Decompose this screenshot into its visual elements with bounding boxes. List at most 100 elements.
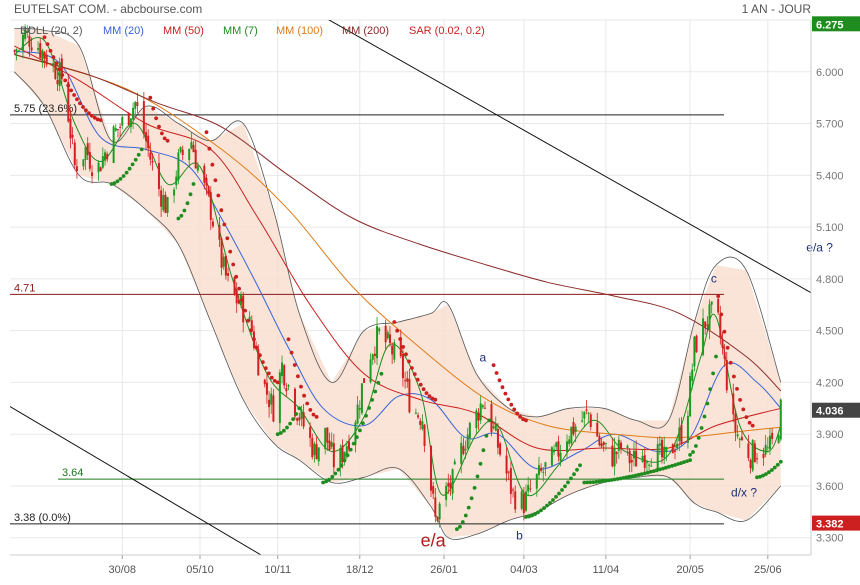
candle-body [127,113,130,125]
sar-dot [179,213,184,218]
candle-body [332,443,335,468]
candle-body [535,474,538,489]
sar-dot [469,496,474,501]
candle-body [268,399,271,408]
sar-dot [679,461,683,465]
sar-dot [642,471,647,476]
candle-body [37,48,40,50]
sar-dot [240,298,245,302]
sar-dot [606,478,611,483]
sar-dot [407,359,411,364]
sar-dot [497,378,502,383]
trendlines [10,20,811,555]
candle-body [45,54,48,65]
legend-item: MM (100) [276,25,323,37]
ma-line [14,54,782,392]
candle-body [509,468,512,494]
sar-dot [292,363,297,367]
sar-dot [588,480,593,485]
candle-body [339,448,342,469]
sar-dot [716,294,721,298]
sar-dot [342,458,347,463]
sar-dot [78,101,82,106]
candle-body [371,354,374,360]
sar-dot [127,166,132,171]
candle-body [479,403,482,421]
sar-dot [364,413,368,418]
candle-body [771,432,774,440]
sar-dot [682,460,686,464]
sar-dot [705,401,710,406]
sar-dot [524,515,528,519]
sar-dot [770,468,774,472]
candle-body [21,34,24,51]
sar-dot [618,476,623,481]
candle-body [175,176,178,186]
sar-dot [699,426,704,430]
candle-body [421,421,424,430]
candle-body [71,134,74,138]
sar-dot [42,35,47,40]
sar-dot [521,417,525,422]
candle-body [354,422,357,445]
candle-body [39,43,42,58]
candle-body [453,461,456,465]
sar-dot [60,73,65,77]
y-tick-label: 5.100 [816,222,844,234]
candle-body [391,345,394,355]
candle-body [281,362,284,377]
sar-dot [165,138,170,143]
sar-dot [216,193,221,198]
candle-body [483,407,486,409]
sar-dot [373,389,378,394]
candle-body [203,165,206,183]
candle-body [196,165,199,171]
candle-body [75,166,78,172]
legend-item: SAR (0.02, 0.2) [409,25,485,37]
sar-dot [530,513,534,518]
sar-dot [51,55,56,60]
candle-body [356,404,359,424]
candle-body [360,383,363,414]
sar-dot [213,178,218,183]
candle-body [475,410,478,429]
sar-dot [48,48,53,53]
candle-body [194,149,197,169]
sar-dot [427,394,432,399]
candle-body [693,336,696,367]
sar-dot [154,116,159,121]
candle-body [86,143,89,156]
candle-body [507,471,510,473]
candle-body [490,404,493,433]
sar-dot [688,458,692,462]
sar-dot [151,106,156,111]
sar-dot [299,384,303,389]
sar-dot [136,152,141,157]
sar-dot [738,398,742,402]
candle-body [522,493,525,514]
candle-body [568,439,571,444]
candle-body [224,255,227,276]
price-badges: 6.275 4.036 3.382 [812,16,860,531]
candle-body [447,483,450,487]
sar-dot [401,345,405,349]
wave-label: d/x ? [731,485,757,499]
candle-body [661,439,664,458]
sar-dot [321,480,325,485]
candle-body [585,409,588,411]
candle-body [220,238,223,268]
candle-body [103,152,106,161]
parabolic-sar [42,35,783,531]
sar-dot [294,412,299,416]
sar-dot [673,463,677,467]
candle-body [56,79,59,85]
candle-body [26,31,29,34]
candle-body [620,442,623,450]
x-tick-label: 18/12 [346,564,374,576]
sar-dot [157,124,161,129]
sar-dot [367,406,371,410]
candle-body [738,439,741,440]
wave-label: a [479,351,486,365]
sar-dot [234,274,239,279]
sar-dot [702,414,707,419]
